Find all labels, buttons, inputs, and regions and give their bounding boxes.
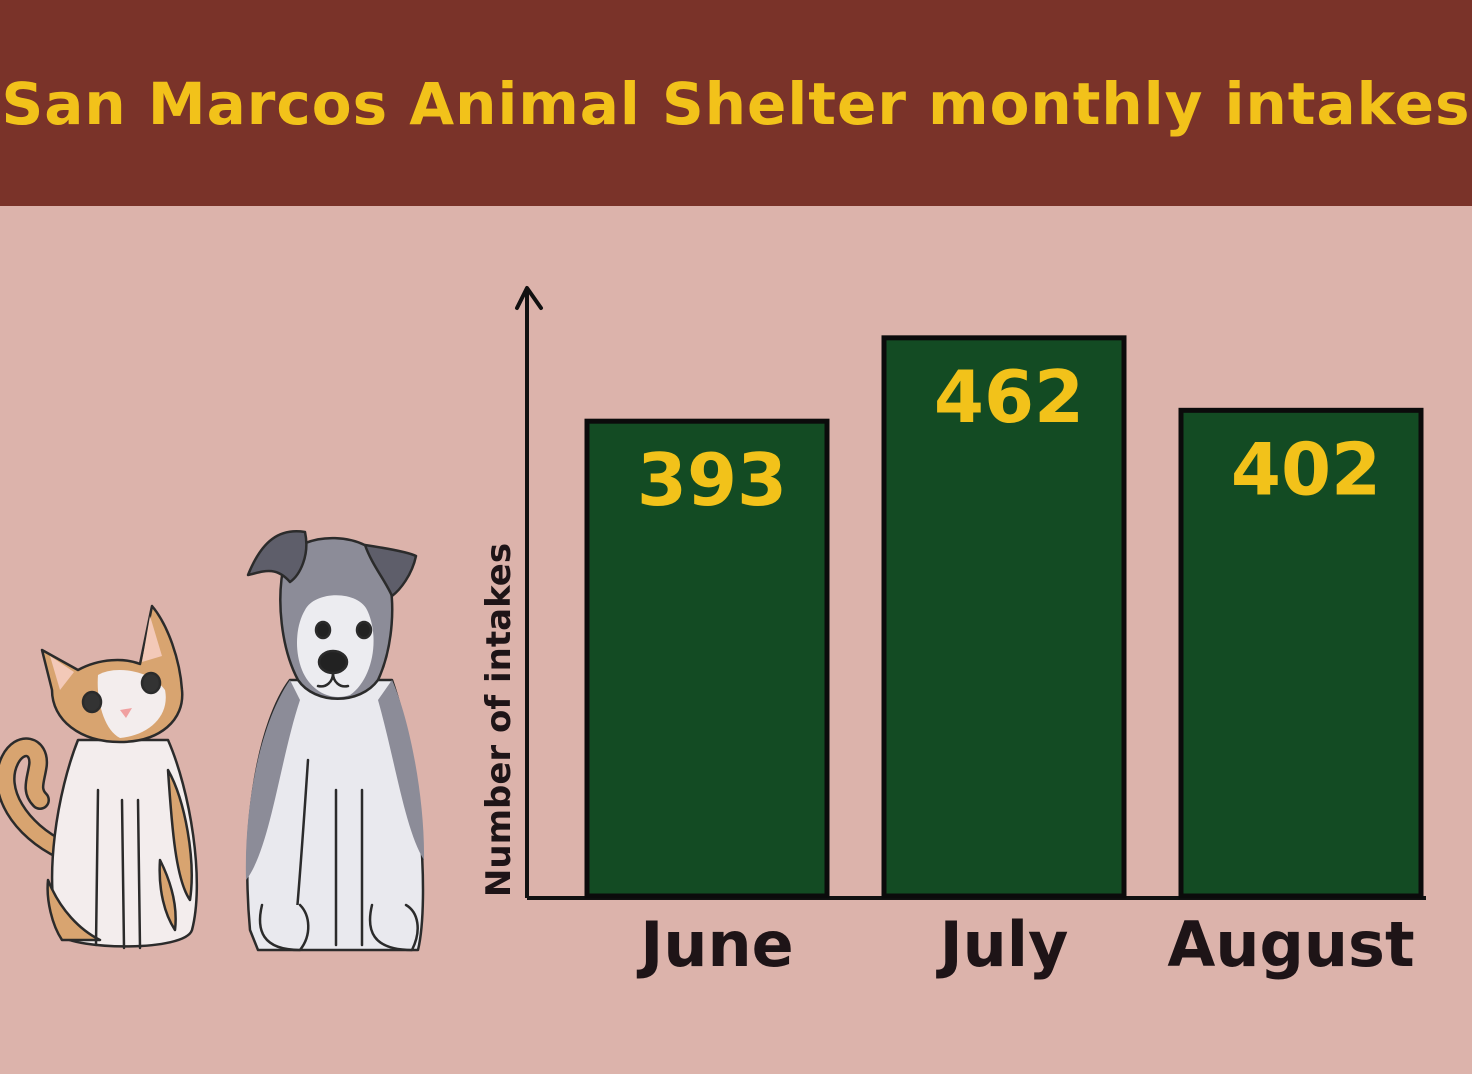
bar-july <box>881 335 1127 899</box>
x-tick-label-june: June <box>636 908 793 981</box>
title-banner: San Marcos Animal Shelter monthly intake… <box>0 0 1472 206</box>
chart-title: San Marcos Animal Shelter monthly intake… <box>1 70 1471 138</box>
y-axis-label: Number of intakes <box>479 543 519 897</box>
bar-value-label-june: 393 <box>637 438 787 522</box>
bar-august <box>1178 407 1424 899</box>
cat-illustration <box>0 604 199 950</box>
bar-value-label-july: 462 <box>934 355 1084 439</box>
dog-illustration <box>245 530 425 952</box>
bar-june <box>584 418 830 899</box>
x-tick-label-august: August <box>1167 908 1414 981</box>
y-axis-arrowhead <box>515 286 543 310</box>
bars-layer: 393 June 462 July 402 August <box>584 335 1424 981</box>
x-tick-label-july: July <box>936 908 1069 981</box>
bar-value-label-august: 402 <box>1231 427 1381 511</box>
